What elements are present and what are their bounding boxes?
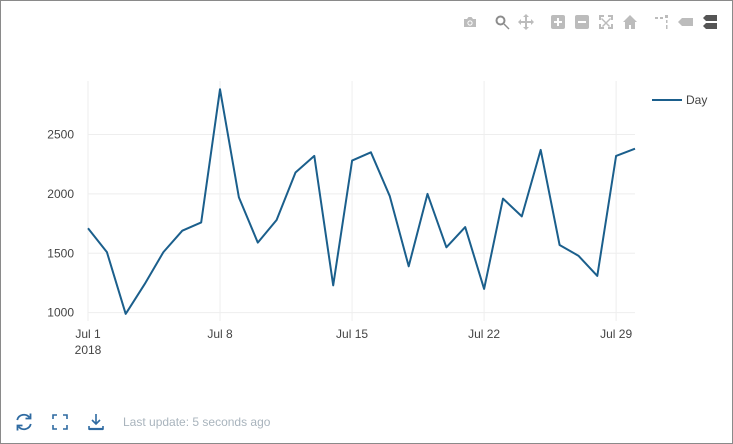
refresh-icon[interactable]: [13, 411, 35, 433]
series-line-day: [87, 88, 636, 315]
footer: Last update: 5 seconds ago: [13, 411, 270, 433]
zoom-in-icon[interactable]: [549, 13, 567, 31]
y-tick-label: 1000: [47, 306, 74, 320]
y-tick-label: 2000: [47, 187, 74, 201]
last-update-status: Last update: 5 seconds ago: [123, 415, 271, 429]
x-tick-label: Jul 15: [336, 327, 368, 341]
x-tick-label: Jul 22: [468, 327, 500, 341]
legend-label-day: Day: [686, 93, 707, 107]
fullscreen-icon[interactable]: [49, 411, 71, 433]
x-tick-label: Jul 29: [600, 327, 632, 341]
zoom-out-icon[interactable]: [573, 13, 591, 31]
y-tick-label: 1500: [47, 246, 74, 260]
autoscale-icon[interactable]: [597, 13, 615, 31]
modebar: [450, 13, 722, 31]
x-tick-label: Jul 8: [207, 327, 233, 341]
download-plot-icon[interactable]: [461, 13, 479, 31]
zoom-icon[interactable]: [493, 13, 511, 31]
line-chart[interactable]: 1000 1500 2000 2500 Jul 1 2018 Jul 8 Jul 15 Jul …: [1, 1, 732, 401]
hover-closest-icon[interactable]: [677, 13, 695, 31]
download-icon[interactable]: [85, 411, 107, 433]
x-tick-label: Jul 1: [75, 327, 101, 341]
pan-icon[interactable]: [517, 13, 535, 31]
y-tick-label: 2500: [47, 127, 74, 141]
hover-compare-icon[interactable]: [701, 13, 719, 31]
toggle-spike-lines-icon[interactable]: [653, 13, 671, 31]
reset-axes-icon[interactable]: [621, 13, 639, 31]
x-tick-year-label: 2018: [75, 343, 102, 357]
